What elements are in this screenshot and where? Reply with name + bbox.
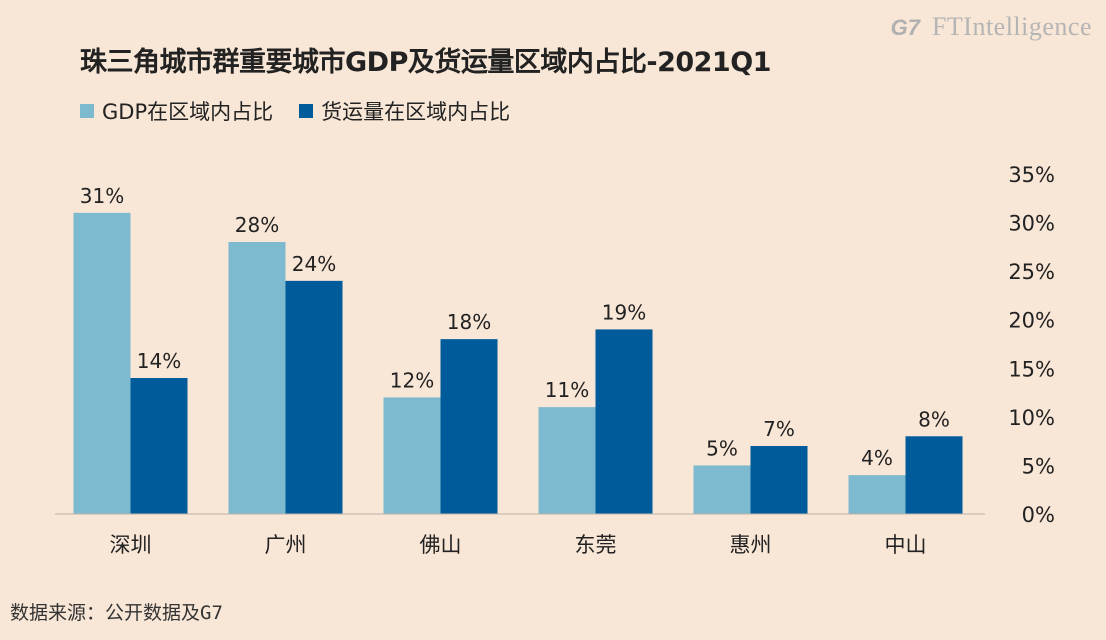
x-tick-label: 佛山: [420, 533, 462, 557]
data-label: 7%: [763, 417, 795, 441]
data-label: 31%: [80, 184, 124, 208]
x-tick-label: 广州: [265, 533, 307, 557]
bar-gdp: [73, 212, 131, 514]
bar-gdp: [693, 465, 751, 514]
bar-gdp: [848, 475, 906, 514]
data-source-note: 数据来源：公开数据及G7: [10, 602, 223, 624]
bar-freight: [285, 280, 343, 514]
chart-legend: GDP在区域内占比 货运量在区域内占比: [80, 96, 510, 126]
y-tick-label: 10%: [1008, 406, 1055, 430]
data-label: 24%: [292, 252, 336, 276]
bar-gdp: [538, 407, 596, 514]
x-tick-label: 惠州: [730, 533, 772, 557]
y-tick-label: 0%: [1022, 503, 1055, 527]
legend-item-freight: 货运量在区域内占比: [299, 96, 510, 126]
y-tick-label: 25%: [1008, 260, 1055, 284]
y-tick-label: 35%: [1008, 163, 1055, 187]
data-label: 18%: [447, 310, 491, 334]
bar-gdp: [228, 242, 286, 514]
data-label: 5%: [706, 436, 738, 460]
y-tick-label: 15%: [1008, 357, 1055, 381]
data-label: 12%: [390, 368, 434, 392]
data-label: 19%: [602, 300, 646, 324]
chart-title: 珠三角城市群重要城市GDP及货运量区域内占比-2021Q1: [80, 47, 771, 78]
bar-gdp: [383, 397, 441, 514]
y-tick-label: 5%: [1022, 454, 1055, 478]
x-tick-label: 东莞: [575, 533, 617, 557]
brand-logo: G7 FTIntelligence: [891, 12, 1092, 42]
data-label: 14%: [137, 349, 181, 373]
x-tick-label: 中山: [885, 533, 927, 557]
bar-freight: [130, 378, 188, 514]
ft-intelligence-logo: FTIntelligence: [931, 12, 1092, 41]
g7-logo: G7: [890, 15, 920, 40]
legend-label-gdp: GDP在区域内占比: [102, 100, 274, 124]
legend-item-gdp: GDP在区域内占比: [80, 96, 273, 126]
data-label: 11%: [545, 378, 589, 402]
legend-label-freight: 货运量在区域内占比: [321, 100, 511, 124]
legend-swatch-freight: [299, 104, 314, 118]
legend-swatch-gdp: [80, 104, 94, 118]
data-label: 28%: [235, 213, 279, 237]
bar-freight: [905, 436, 963, 514]
bar-freight: [595, 329, 653, 514]
bar-freight: [750, 446, 808, 514]
y-tick-label: 30%: [1008, 212, 1055, 236]
y-tick-label: 20%: [1008, 309, 1055, 333]
data-label: 4%: [861, 446, 893, 470]
data-label: 8%: [918, 407, 950, 431]
bar-freight: [440, 339, 498, 514]
x-tick-label: 深圳: [110, 533, 152, 557]
